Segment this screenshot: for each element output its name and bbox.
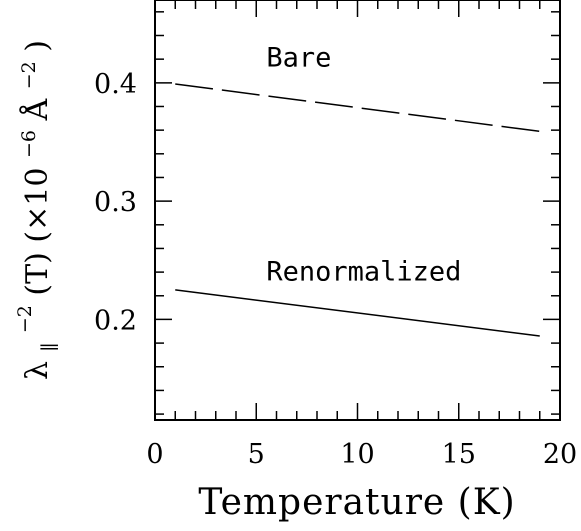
x-tick-label: 15: [442, 439, 476, 470]
axis-ticks: [154, 0, 561, 420]
y-axis-exponent1: −6: [18, 130, 40, 158]
y-axis-close: ): [20, 40, 55, 52]
plot-frame: [154, 0, 561, 421]
x-tick-label: 5: [248, 439, 265, 470]
y-axis-exponent2: −2: [18, 61, 40, 89]
series-line-bare: [175, 83, 540, 133]
y-axis-argument: (T) (×10: [20, 168, 55, 296]
y-axis-unit: Å: [19, 98, 55, 121]
x-tick-labels: 0 5 10 15 20: [146, 439, 577, 470]
series-line-renormalized: [175, 289, 540, 337]
x-tick-label: 20: [543, 439, 577, 470]
y-axis-subscript: ∥: [39, 343, 61, 352]
x-tick-label: 0: [146, 439, 163, 470]
y-axis-symbol: λ: [20, 361, 55, 380]
x-tick-label: 10: [340, 439, 374, 470]
annotation-renormalized: Renormalized: [266, 256, 461, 287]
x-axis-title: Temperature (K): [198, 482, 515, 523]
y-tick-label: 0.2: [94, 305, 137, 336]
series-layer: [175, 83, 540, 337]
y-tick-label: 0.3: [94, 187, 137, 218]
y-tick-labels: 0.2 0.3 0.4: [94, 69, 137, 337]
y-tick-label: 0.4: [94, 69, 137, 100]
annotation-bare: Bare: [266, 42, 331, 73]
y-axis-title: λ ∥ −2 (T) (×10 −6 Å −2 ): [4, 40, 64, 380]
y-axis-superscript: −2: [14, 305, 36, 333]
annotations: Bare Renormalized: [266, 42, 461, 287]
